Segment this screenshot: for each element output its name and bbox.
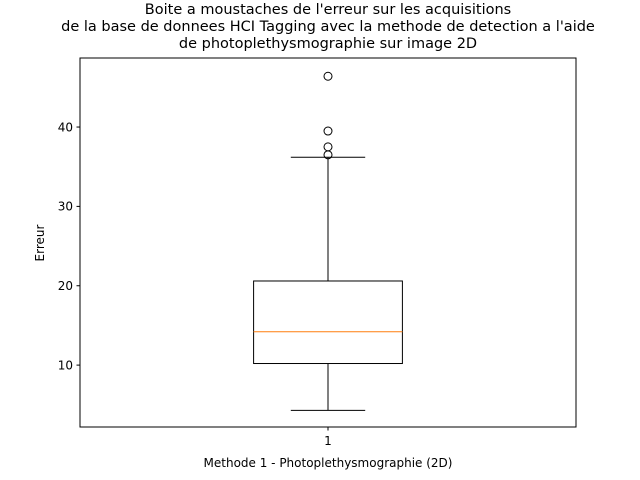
y-tick-label: 20: [58, 279, 73, 293]
y-axis-label: Erreur: [33, 224, 47, 261]
chart-title-line-1: Boite a moustaches de l'erreur sur les a…: [145, 2, 511, 18]
box-body: [253, 280, 403, 365]
outlier-point: [323, 142, 333, 152]
y-tick-label: 40: [58, 120, 73, 134]
y-tick-label: 30: [58, 200, 73, 214]
plot-area: 10 20 30 40 1: [58, 71, 403, 448]
outlier-point: [323, 126, 333, 136]
x-axis-label: Methode 1 - Photoplethysmographie (2D): [204, 456, 453, 470]
chart-title-line-3: de photoplethysmographie sur image 2D: [179, 36, 477, 52]
y-tick-label: 10: [58, 358, 73, 372]
chart-title-line-2: de la base de donnees HCI Tagging avec l…: [61, 19, 595, 35]
outlier-point: [323, 71, 333, 81]
plot-frame: [79, 57, 577, 428]
x-tick-label: 1: [324, 434, 332, 448]
